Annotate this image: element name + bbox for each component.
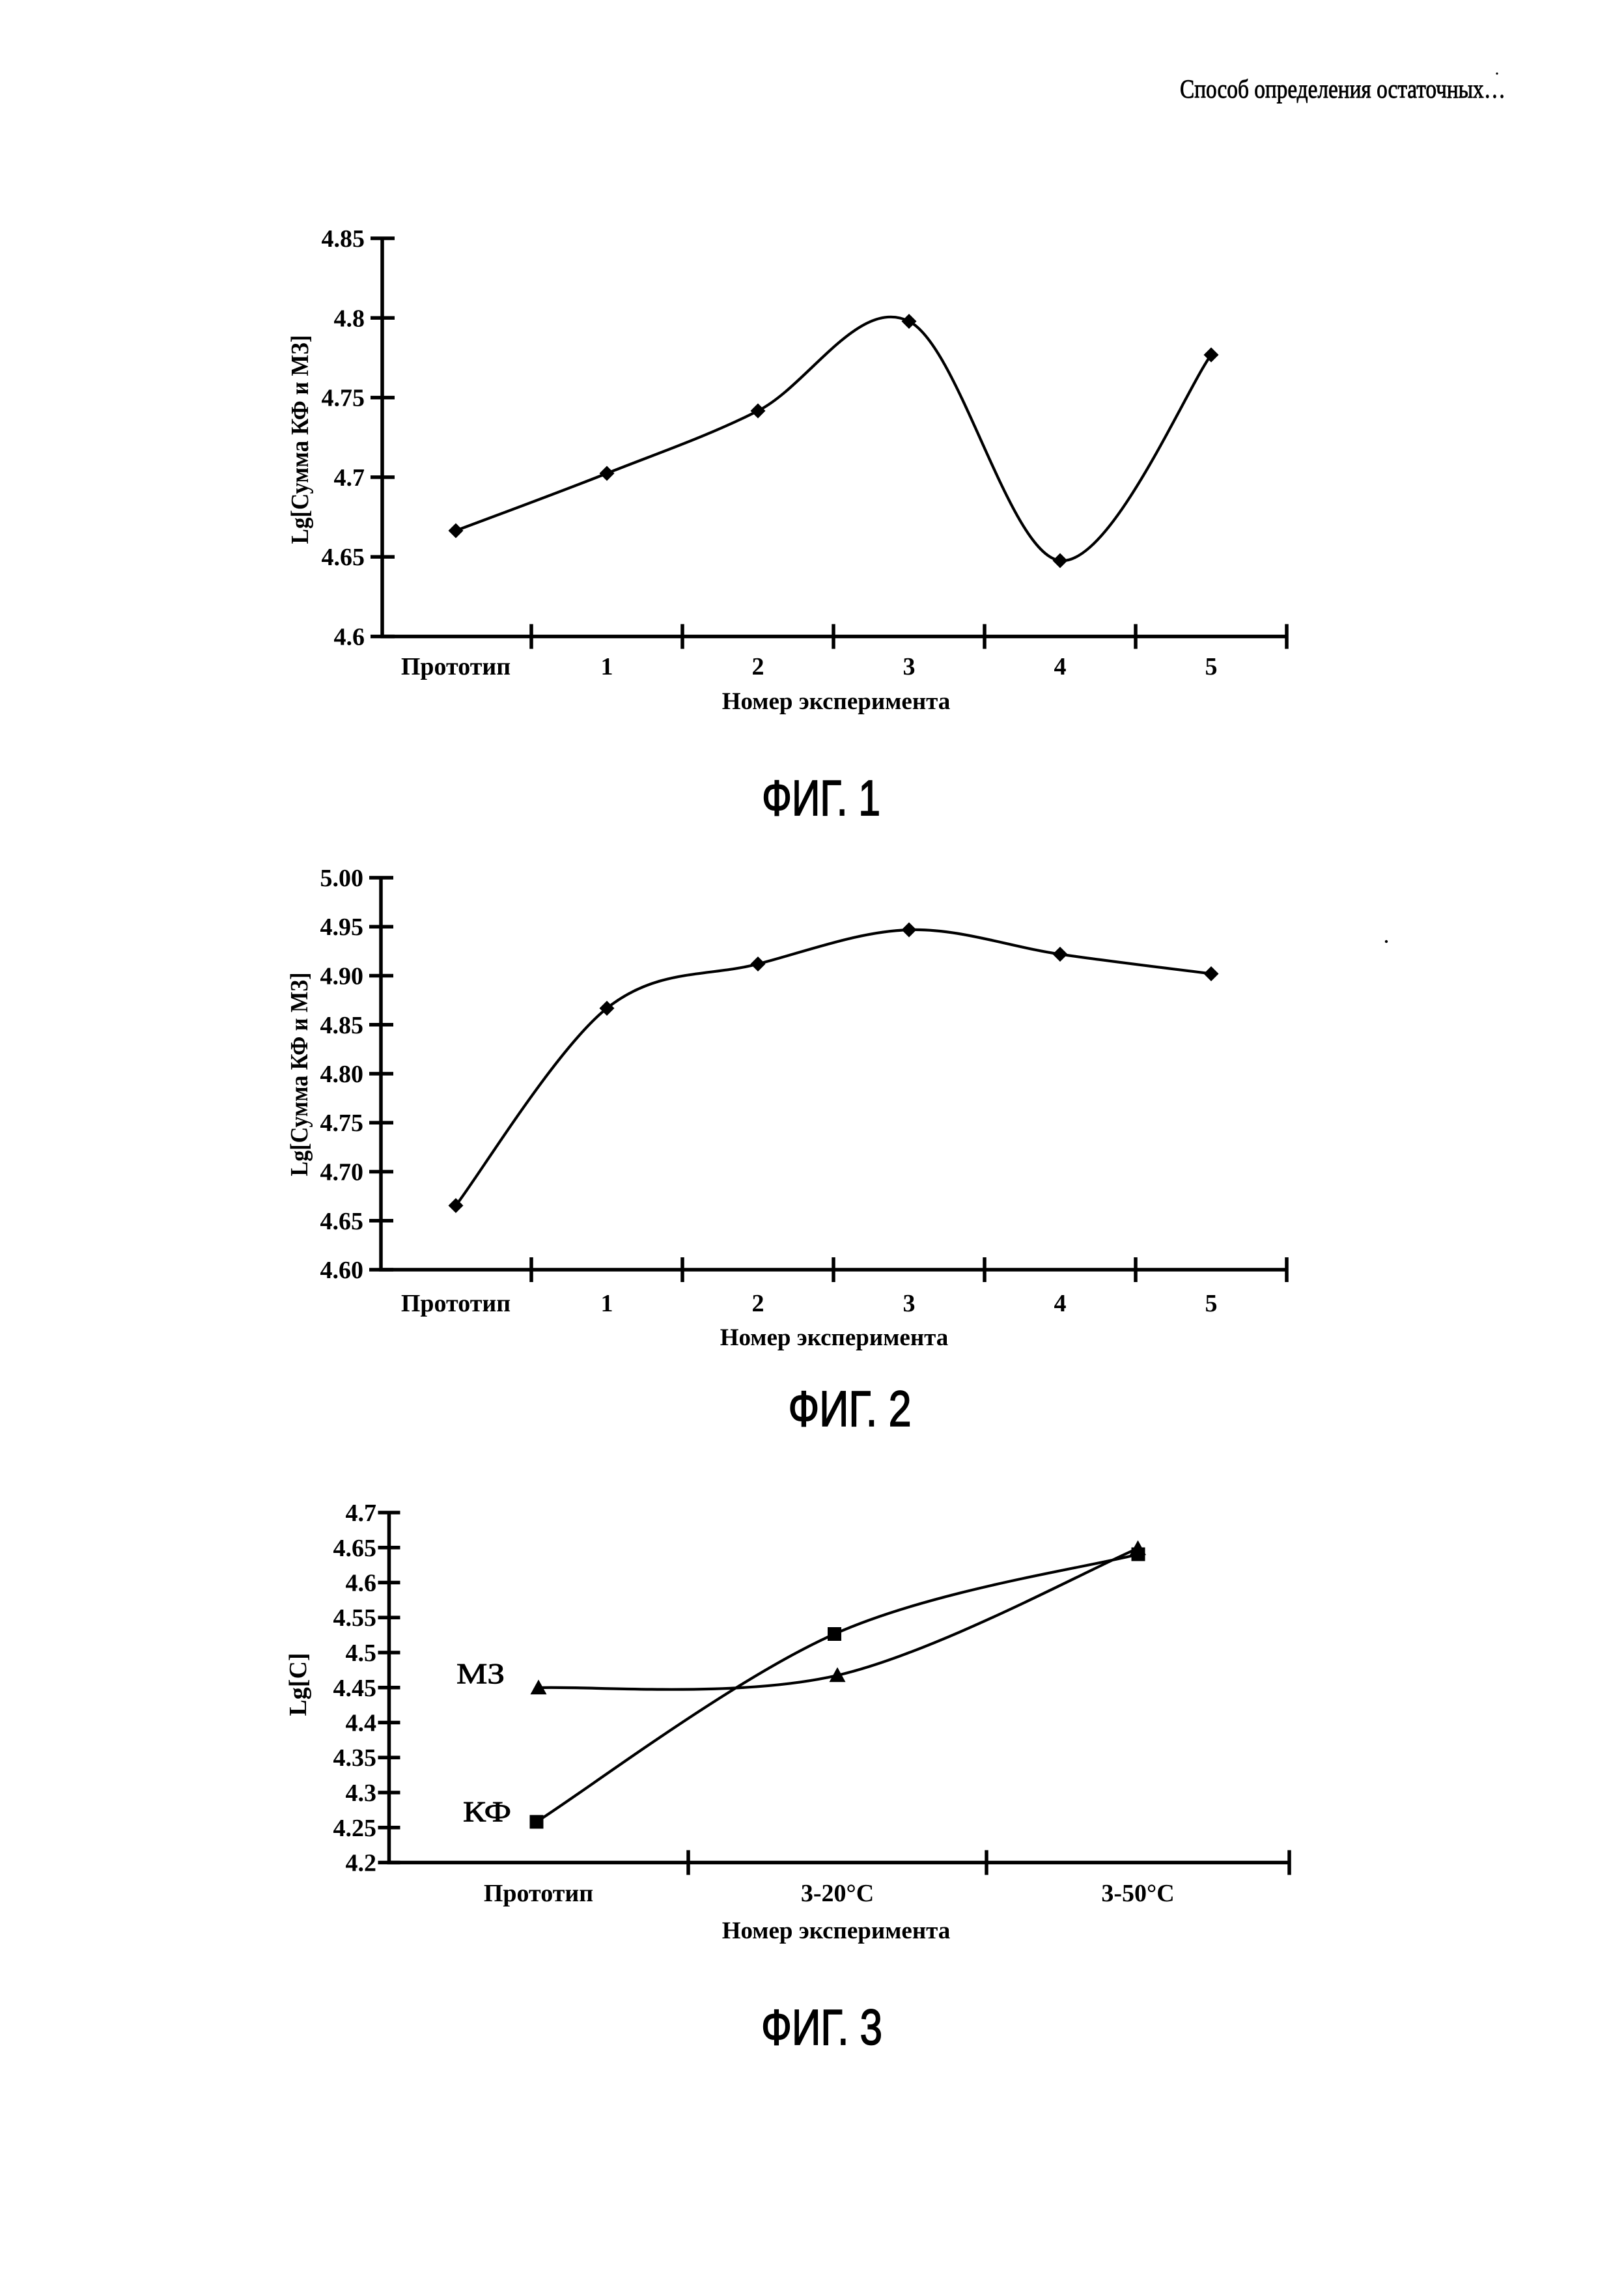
svg-text:4.45: 4.45 xyxy=(333,1675,377,1702)
svg-text:4.6: 4.6 xyxy=(346,1570,377,1597)
svg-text:3: 3 xyxy=(903,653,916,680)
svg-text:Lg[Сумма КФ и МЗ]: Lg[Сумма КФ и МЗ] xyxy=(287,335,314,544)
svg-text:4.90: 4.90 xyxy=(320,963,364,990)
svg-text:4.80: 4.80 xyxy=(320,1061,364,1088)
svg-text:5: 5 xyxy=(1205,1290,1218,1317)
svg-text:Способ определения остаточных…: Способ определения остаточных… xyxy=(1180,74,1505,104)
svg-text:4.6: 4.6 xyxy=(334,624,365,651)
svg-text:4: 4 xyxy=(1054,653,1067,680)
svg-text:4.4: 4.4 xyxy=(346,1710,377,1737)
svg-text:ФИГ. 2: ФИГ. 2 xyxy=(789,1381,912,1437)
svg-text:Lg[Сумма КФ и МЗ]: Lg[Сумма КФ и МЗ] xyxy=(286,973,313,1177)
svg-text:4.65: 4.65 xyxy=(333,1535,377,1562)
svg-text:2: 2 xyxy=(752,653,764,680)
svg-text:4.60: 4.60 xyxy=(320,1257,364,1284)
svg-text:Прототип: Прототип xyxy=(401,653,511,680)
svg-text:4.95: 4.95 xyxy=(320,914,364,941)
svg-text:4.8: 4.8 xyxy=(334,305,365,332)
svg-text:ФИГ. 1: ФИГ. 1 xyxy=(762,770,880,826)
svg-text:4: 4 xyxy=(1054,1290,1067,1317)
svg-text:4.65: 4.65 xyxy=(320,1208,364,1235)
svg-text:4.3: 4.3 xyxy=(346,1780,377,1807)
svg-text:ФИГ. 3: ФИГ. 3 xyxy=(761,2000,882,2056)
svg-text:4.35: 4.35 xyxy=(333,1744,377,1772)
svg-text:4.75: 4.75 xyxy=(322,385,365,412)
svg-text:4.70: 4.70 xyxy=(320,1159,364,1186)
svg-text:4.7: 4.7 xyxy=(346,1500,377,1527)
svg-text:4.85: 4.85 xyxy=(322,225,365,253)
svg-text:Номер эксперимента: Номер эксперимента xyxy=(720,1324,949,1351)
svg-text:4.65: 4.65 xyxy=(322,544,365,571)
svg-text:МЗ: МЗ xyxy=(456,1658,505,1690)
svg-text:1: 1 xyxy=(601,1290,613,1317)
svg-text:1: 1 xyxy=(601,653,613,680)
svg-text:4.55: 4.55 xyxy=(333,1604,377,1632)
svg-text:2: 2 xyxy=(752,1290,764,1317)
svg-text:Прототип: Прототип xyxy=(401,1290,511,1317)
svg-text:Номер эксперимента: Номер эксперимента xyxy=(722,688,951,715)
svg-text:Прототип: Прототип xyxy=(484,1880,593,1907)
svg-text:5: 5 xyxy=(1205,653,1218,680)
svg-text:КФ: КФ xyxy=(463,1796,511,1828)
svg-text:4.5: 4.5 xyxy=(346,1640,377,1667)
svg-text:3-20°С: 3-20°С xyxy=(801,1880,874,1907)
svg-text:Lg[C]: Lg[C] xyxy=(285,1653,312,1716)
svg-text:3: 3 xyxy=(903,1290,916,1317)
svg-text:4.25: 4.25 xyxy=(333,1815,377,1842)
svg-text:4.7: 4.7 xyxy=(334,464,365,492)
svg-text:4.2: 4.2 xyxy=(346,1850,377,1877)
svg-text:4.75: 4.75 xyxy=(320,1110,364,1137)
svg-text:Номер эксперимента: Номер эксперимента xyxy=(722,1918,951,1944)
svg-text:3-50°С: 3-50°С xyxy=(1101,1880,1174,1907)
svg-text:5.00: 5.00 xyxy=(320,865,364,892)
svg-text:4.85: 4.85 xyxy=(320,1012,364,1039)
